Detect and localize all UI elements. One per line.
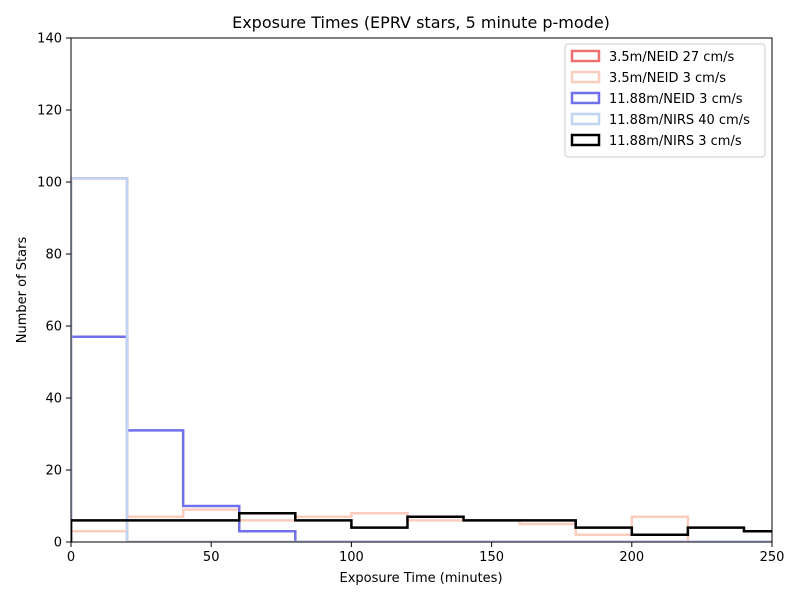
y-tick-label: 20 (45, 464, 62, 479)
legend-entry-label: 11.88m/NEID 3 cm/s (609, 92, 743, 107)
legend-swatch (570, 70, 601, 84)
y-tick-label: 140 (37, 32, 62, 47)
y-tick-label: 40 (45, 392, 62, 407)
legend-entry-label: 11.88m/NIRS 3 cm/s (609, 134, 742, 149)
legend-entry-label: 11.88m/NIRS 40 cm/s (609, 113, 750, 128)
legend: 3.5m/NEID 27 cm/s 3.5m/NEID 3 cm/s 11.88m/… (564, 43, 766, 158)
legend-entry-label: 3.5m/NEID 3 cm/s (609, 71, 726, 86)
legend-box (564, 43, 766, 158)
x-axis-ticks: 0 50 100 150 200 250 (67, 542, 785, 565)
x-axis-label: Exposure Time (minutes) (339, 571, 502, 586)
y-tick-label: 60 (45, 320, 62, 335)
y-axis-label: Number of Stars (15, 237, 30, 344)
x-tick-label: 250 (760, 550, 785, 565)
x-tick-label: 0 (67, 550, 75, 565)
series-line-2 (71, 508, 772, 542)
legend-entry-label: 3.5m/NEID 27 cm/s (609, 50, 734, 65)
plot-area (70, 37, 773, 543)
y-tick-label: 80 (45, 248, 62, 263)
legend-swatch (570, 133, 601, 147)
y-tick-label: 100 (37, 176, 62, 191)
chart-title: Exposure Times (EPRV stars, 5 minute p-m… (232, 13, 610, 32)
series-line-1 (71, 177, 772, 542)
series-line-3 (71, 335, 772, 542)
legend-swatch (570, 112, 601, 126)
x-tick-label: 50 (203, 550, 220, 565)
y-tick-label: 0 (54, 536, 62, 551)
y-axis-ticks: 0 20 40 60 80 100 120 140 (37, 32, 71, 551)
x-tick-label: 150 (479, 550, 504, 565)
x-tick-label: 100 (339, 550, 364, 565)
series-line-5 (71, 511, 772, 542)
y-tick-label: 120 (37, 104, 62, 119)
legend-swatch (570, 91, 601, 105)
series-line-4 (71, 177, 772, 542)
plot-frame (70, 37, 773, 543)
x-tick-label: 200 (619, 550, 644, 565)
legend-swatch (570, 49, 601, 63)
